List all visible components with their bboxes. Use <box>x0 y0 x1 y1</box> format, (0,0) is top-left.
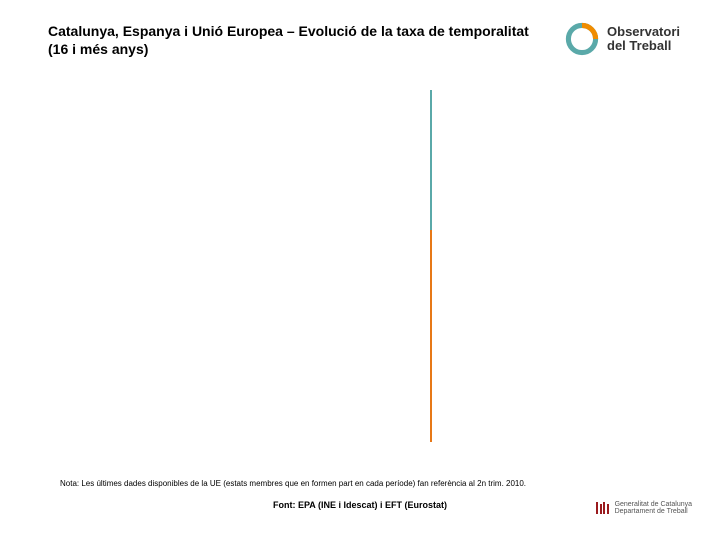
observatori-logo: Observatori del Treball <box>565 22 680 56</box>
gencat-line-1: Generalitat de Catalunya <box>615 501 692 509</box>
header: Catalunya, Espanya i Unió Europea – Evol… <box>48 22 680 57</box>
chart-area <box>48 90 672 440</box>
gencat-line-2: Departament de Treball <box>615 508 692 516</box>
title-block: Catalunya, Espanya i Unió Europea – Evol… <box>48 22 529 57</box>
chart-vline-1 <box>430 230 432 442</box>
footnote: Nota: Les últimes dades disponibles de l… <box>60 479 526 488</box>
gencat-bars-icon <box>596 502 609 514</box>
gencat-text: Generalitat de Catalunya Departament de … <box>615 501 692 516</box>
page: Catalunya, Espanya i Unió Europea – Evol… <box>0 0 720 540</box>
logo-line-1: Observatori <box>607 25 680 39</box>
title-line-1: Catalunya, Espanya i Unió Europea – Evol… <box>48 22 529 41</box>
gencat-logo: Generalitat de Catalunya Departament de … <box>596 501 692 516</box>
title-line-2: (16 i més anys) <box>48 41 529 57</box>
logo-ring-icon <box>565 22 599 56</box>
logo-text: Observatori del Treball <box>607 25 680 54</box>
chart-vline-0 <box>430 90 432 230</box>
logo-line-2: del Treball <box>607 39 680 53</box>
